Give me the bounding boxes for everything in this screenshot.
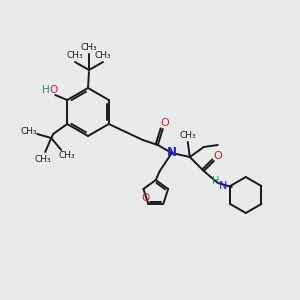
Text: CH₃: CH₃ [67,50,83,59]
Text: O: O [213,151,222,161]
Text: CH₃: CH₃ [35,154,52,164]
Text: O: O [160,118,169,128]
Text: O: O [142,193,150,203]
Text: CH₃: CH₃ [95,50,111,59]
Text: H: H [42,85,50,95]
Text: CH₃: CH₃ [21,128,38,136]
Text: N: N [219,181,227,191]
Text: CH₃: CH₃ [179,130,196,140]
Text: CH₃: CH₃ [81,43,97,52]
Text: O: O [49,85,57,95]
Text: CH₃: CH₃ [59,151,76,160]
Text: N: N [167,146,177,160]
Text: H: H [212,176,220,186]
